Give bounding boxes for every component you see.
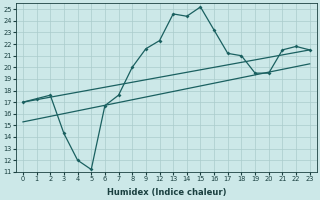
X-axis label: Humidex (Indice chaleur): Humidex (Indice chaleur) [107, 188, 226, 197]
